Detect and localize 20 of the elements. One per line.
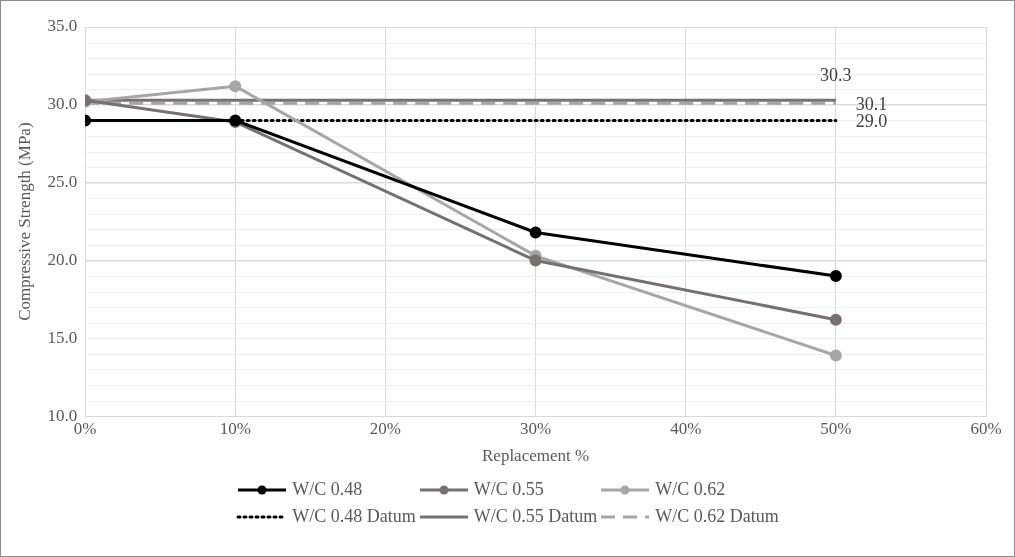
y-tick-label: 35.0 bbox=[47, 16, 78, 36]
y-tick-label: 30.0 bbox=[47, 94, 78, 114]
x-tick-label: 30% bbox=[519, 418, 552, 438]
y-tick-label: 20.0 bbox=[47, 249, 78, 269]
y-tick-label: 15.0 bbox=[47, 327, 78, 347]
x-axis-title: Replacement % bbox=[482, 446, 590, 466]
x-tick-label: 10% bbox=[219, 418, 251, 438]
y-axis-title: Compressive Strength (MPa) bbox=[14, 122, 34, 321]
x-tick-label: 60% bbox=[970, 418, 1002, 438]
x-tick-label: 50% bbox=[820, 418, 852, 438]
data-label: 30.3 bbox=[820, 64, 852, 85]
y-tick-label: 25.0 bbox=[47, 172, 78, 192]
legend-label: W/C 0.48 Datum bbox=[292, 506, 416, 527]
x-tick-label: 40% bbox=[670, 418, 702, 438]
legend-label: W/C 0.62 bbox=[655, 479, 726, 500]
legend-label: W/C 0.55 Datum bbox=[473, 506, 598, 527]
legend-label: W/C 0.55 bbox=[473, 479, 544, 500]
x-tick-label: 20% bbox=[369, 418, 402, 438]
legend-label: W/C 0.62 Datum bbox=[655, 506, 779, 527]
legend-label: W/C 0.48 bbox=[292, 479, 363, 500]
